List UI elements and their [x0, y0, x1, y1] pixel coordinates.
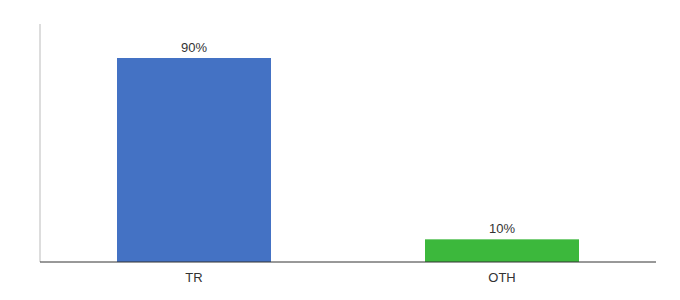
bar — [117, 58, 271, 262]
x-tick-label: TR — [185, 270, 202, 285]
bars — [117, 58, 579, 262]
data-label: 10% — [489, 221, 515, 236]
bar — [425, 239, 579, 262]
y-axis-line — [40, 24, 41, 262]
x-axis-line — [40, 262, 656, 263]
data-label: 90% — [181, 40, 207, 55]
chart: TR OTH 90% 10% — [0, 0, 680, 300]
chart-container: TR OTH 90% 10% — [0, 0, 680, 300]
x-tick-label: OTH — [488, 270, 515, 285]
